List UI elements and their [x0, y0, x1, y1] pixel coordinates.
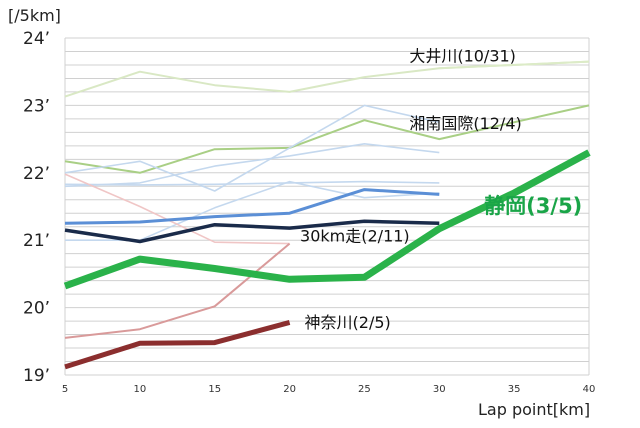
- series-line-bg1: [64, 60, 590, 98]
- series-line-30km-2-11: [64, 219, 440, 244]
- x-tick-label: 40: [583, 384, 596, 395]
- x-tick-label: 15: [208, 384, 221, 395]
- x-axis-title: Lap point[km]: [478, 400, 590, 419]
- series-line-bg3: [64, 143, 440, 188]
- series-line-bg7: [64, 188, 440, 225]
- series-label-0: 大井川(10/31): [409, 47, 516, 66]
- series-line-bg8: [64, 242, 291, 339]
- series-lines: [63, 60, 591, 370]
- x-tick-label: 10: [133, 384, 146, 395]
- series-labels: 大井川(10/31) 湘南国際(12/4) 30km走(2/11) 神奈川(2/5) 静…: [300, 47, 582, 332]
- y-tick-label: 20’: [23, 299, 50, 319]
- y-axis-ticks: 24’ 23’ 22’ 21’ 20’ 19’: [23, 29, 50, 386]
- series-label-3: 神奈川(2/5): [305, 313, 391, 332]
- x-axis-ticks: 5 10 15 20 25 30 35 40: [62, 384, 596, 395]
- y-tick-label: 21’: [23, 231, 50, 251]
- series-line-10-31: [439, 60, 590, 70]
- x-tick-label: 20: [283, 384, 296, 395]
- series-label-1: 湘南国際(12/4): [409, 114, 521, 133]
- series-line-bg4: [64, 180, 440, 186]
- series-line-2-5: [64, 319, 291, 370]
- y-tick-label: 19’: [23, 366, 50, 386]
- series-label-4: 静岡(3/5): [484, 194, 582, 218]
- series-line-bg6: [64, 173, 290, 245]
- y-tick-label: 23’: [23, 96, 50, 116]
- series-line-bg2: [64, 104, 440, 192]
- x-tick-label: 35: [508, 384, 521, 395]
- x-tick-label: 25: [358, 384, 371, 395]
- y-tick-label: 22’: [23, 164, 50, 184]
- series-line-3-5: [63, 149, 591, 290]
- y-tick-label: 24’: [23, 29, 50, 49]
- series-label-2: 30km走(2/11): [300, 227, 410, 246]
- x-tick-label: 5: [62, 384, 68, 395]
- y-axis-title: [/5km]: [8, 6, 61, 25]
- x-tick-label: 30: [433, 384, 446, 395]
